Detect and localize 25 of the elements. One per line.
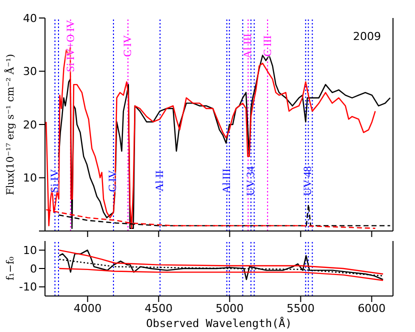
annotation: 2009	[353, 30, 381, 43]
ref-line-label: Si IV	[48, 169, 61, 193]
ref-line-label: UV 48	[302, 166, 314, 196]
ref-line-label: UV 34	[244, 166, 257, 196]
x-tick-label: 6000	[358, 302, 386, 315]
ref-line-label: C IV	[122, 35, 134, 57]
x-tick-label: 5500	[286, 302, 315, 315]
x-tick-label: 4500	[144, 302, 173, 315]
ref-line-label: Si IV+O IV	[64, 20, 77, 72]
y-tick-label: 30	[23, 65, 37, 78]
x-tick-label: 4000	[74, 302, 102, 315]
y-axis-title: Flux(10⁻¹⁷ erg s⁻¹ cm⁻² Å⁻¹)	[4, 54, 17, 196]
y-tick-label: 20	[23, 118, 37, 132]
y-axis-title: f₁−f₀	[6, 256, 17, 280]
y-tick-label: 40	[23, 12, 37, 25]
ref-line-label: C IV	[107, 170, 120, 192]
y-tick-label: -10	[19, 280, 37, 294]
y-tick-label: 0	[30, 262, 37, 276]
x-tick-label: 5000	[216, 302, 244, 315]
ref-line-label: C III	[262, 35, 274, 57]
ref-line-label: Al III	[242, 34, 254, 58]
y-tick-label: 10	[23, 172, 37, 185]
x-axis-title: Observed Wavelength(Å)	[146, 316, 292, 330]
ref-line-label: Al II	[154, 170, 166, 192]
y-tick-label: 10	[23, 244, 37, 258]
